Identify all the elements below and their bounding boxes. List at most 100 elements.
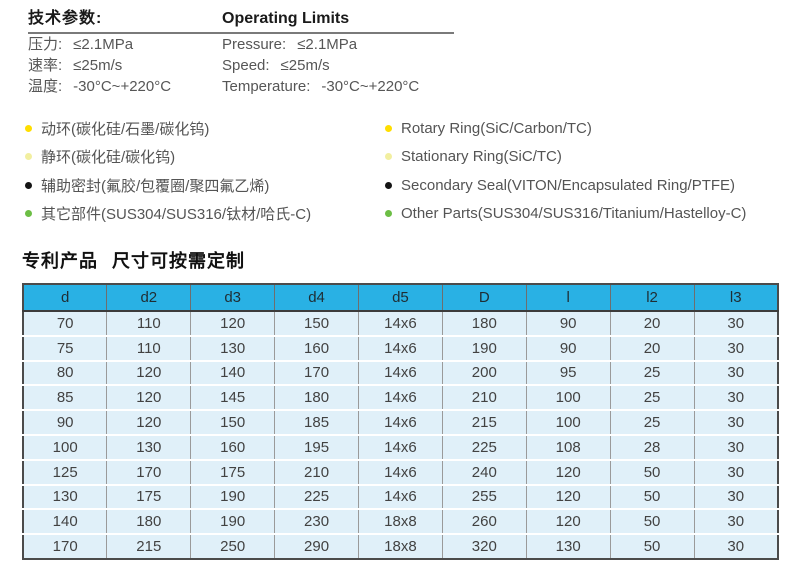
table-cell: 120 — [106, 359, 192, 386]
patent-title-part2: 尺寸可按需定制 — [112, 251, 245, 271]
table-cell: 80 — [22, 359, 108, 386]
table-cell: 190 — [190, 508, 276, 535]
table-cell: 50 — [609, 533, 695, 559]
table-cell: 230 — [274, 508, 359, 535]
table-cell: 120 — [525, 458, 611, 485]
table-cell: 150 — [190, 409, 276, 435]
table-row: 75 110 130 160 14x6 190 90 20 30 — [22, 334, 779, 361]
material-label: 静环(碳化硅/碳化钨) — [41, 149, 176, 167]
table-cell: 20 — [609, 334, 695, 361]
table-cell: 18x8 — [358, 508, 443, 535]
table-cell: 120 — [190, 311, 276, 336]
spec-speed-en: Speed: ≤25m/s — [222, 55, 330, 76]
material-item-zh: 其它部件(SUS304/SUS316/钛材/哈氏-C) — [25, 200, 385, 229]
spec-value: -30°C~+220°C — [73, 78, 172, 95]
table-cell: 180 — [441, 311, 527, 336]
materials-list: 动环(碳化硅/石墨/碳化钨) Rotary Ring(SiC/Carbon/TC)… — [25, 114, 785, 228]
table-cell: 30 — [693, 458, 779, 485]
spec-value: ≤2.1MPa — [73, 36, 134, 53]
material-item-zh: 静环(碳化硅/碳化钨) — [25, 143, 385, 172]
table-cell: 30 — [693, 334, 779, 361]
spec-label: 温度: — [28, 78, 63, 95]
table-cell: 140 — [190, 359, 276, 386]
table-row: 140 180 190 230 18x8 260 120 50 30 — [22, 508, 779, 535]
section-title-en: Operating Limits — [222, 10, 350, 27]
spec-row-pressure: 压力: ≤2.1MPa Pressure: ≤2.1MPa — [28, 34, 454, 55]
table-cell: 175 — [190, 458, 276, 485]
table-cell: 175 — [106, 483, 192, 510]
table-cell: 190 — [441, 334, 527, 361]
table-cell: 20 — [609, 311, 695, 336]
material-label: 其它部件(SUS304/SUS316/钛材/哈氏-C) — [41, 206, 312, 224]
table-cell: 30 — [693, 508, 779, 535]
material-label: Rotary Ring(SiC/Carbon/TC) — [401, 119, 592, 137]
table-cell: 130 — [525, 533, 611, 559]
table-cell: 30 — [693, 311, 779, 336]
spec-temperature-zh: 温度: -30°C~+220°C — [28, 76, 222, 97]
table-cell: 145 — [190, 384, 276, 411]
table-cell: 90 — [22, 409, 108, 435]
spec-label: Temperature: — [222, 78, 311, 95]
bullet-icon — [385, 124, 392, 132]
table-row: 130 175 190 225 14x6 255 120 50 30 — [22, 483, 779, 510]
table-header-cell: D — [441, 284, 527, 312]
bullet-icon — [385, 210, 392, 218]
table-cell: 120 — [525, 483, 611, 510]
table-cell: 14x6 — [358, 384, 443, 411]
table-cell: 290 — [274, 533, 359, 559]
table-cell: 120 — [106, 384, 192, 411]
table-cell: 30 — [693, 533, 779, 559]
table-cell: 320 — [441, 533, 527, 559]
table-cell: 14x6 — [358, 483, 443, 510]
table-cell: 130 — [106, 433, 192, 460]
table-cell: 110 — [106, 334, 192, 361]
spec-label: 速率: — [28, 57, 63, 74]
table-cell: 14x6 — [358, 433, 443, 460]
material-label: 动环(碳化硅/石墨/碳化钨) — [41, 120, 210, 138]
table-cell: 28 — [609, 433, 695, 460]
table-cell: 120 — [106, 409, 192, 435]
spec-value: -30°C~+220°C — [321, 78, 420, 95]
spec-label: 压力: — [28, 36, 63, 53]
table-cell: 90 — [525, 334, 611, 361]
table-cell: 195 — [274, 433, 359, 460]
spec-temperature-en: Temperature: -30°C~+220°C — [222, 76, 419, 97]
material-item-en: Secondary Seal(VITON/Encapsulated Ring/P… — [385, 171, 785, 200]
spec-pressure-en: Pressure: ≤2.1MPa — [222, 34, 357, 55]
spec-pressure-zh: 压力: ≤2.1MPa — [28, 34, 222, 55]
table-cell: 170 — [22, 533, 108, 559]
table-cell: 25 — [609, 359, 695, 386]
table-cell: 70 — [22, 311, 108, 336]
bullet-icon — [25, 181, 32, 189]
material-label: Stationary Ring(SiC/TC) — [401, 148, 562, 166]
spec-value: ≤25m/s — [280, 57, 330, 74]
table-cell: 160 — [190, 433, 276, 460]
table-cell: 225 — [274, 483, 359, 510]
table-cell: 140 — [22, 508, 108, 535]
material-label: Other Parts(SUS304/SUS316/Titanium/Haste… — [401, 205, 747, 223]
table-cell: 14x6 — [358, 311, 443, 336]
material-item-zh: 辅助密封(氟胶/包覆圈/聚四氟乙烯) — [25, 171, 385, 200]
table-cell: 25 — [609, 409, 695, 435]
table-cell: 225 — [441, 433, 527, 460]
table-cell: 14x6 — [358, 359, 443, 386]
section-title-zh: 技术参数: — [28, 10, 103, 27]
table-header-cell: d5 — [358, 284, 443, 312]
table-cell: 30 — [693, 409, 779, 435]
material-label: 辅助密封(氟胶/包覆圈/聚四氟乙烯) — [41, 177, 270, 195]
table-cell: 200 — [441, 359, 527, 386]
spec-value: ≤25m/s — [73, 57, 123, 74]
table-cell: 260 — [441, 508, 527, 535]
table-cell: 170 — [106, 458, 192, 485]
table-header-cell: l2 — [609, 284, 695, 312]
spec-value: ≤2.1MPa — [297, 36, 358, 53]
table-cell: 210 — [274, 458, 359, 485]
spec-label: Speed: — [222, 57, 270, 74]
table-cell: 125 — [22, 458, 108, 485]
table-row: 125 170 175 210 14x6 240 120 50 30 — [22, 458, 779, 485]
operating-limits-header: 技术参数: Operating Limits — [28, 4, 454, 34]
spec-row-temperature: 温度: -30°C~+220°C Temperature: -30°C~+220°C — [28, 76, 454, 97]
table-header-cell: l — [525, 284, 611, 312]
